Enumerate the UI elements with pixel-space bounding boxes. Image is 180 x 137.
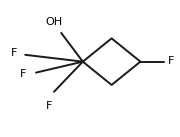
Text: F: F	[11, 48, 18, 58]
Text: OH: OH	[45, 17, 63, 27]
Text: F: F	[167, 56, 174, 66]
Text: F: F	[20, 69, 27, 79]
Text: F: F	[45, 101, 52, 111]
